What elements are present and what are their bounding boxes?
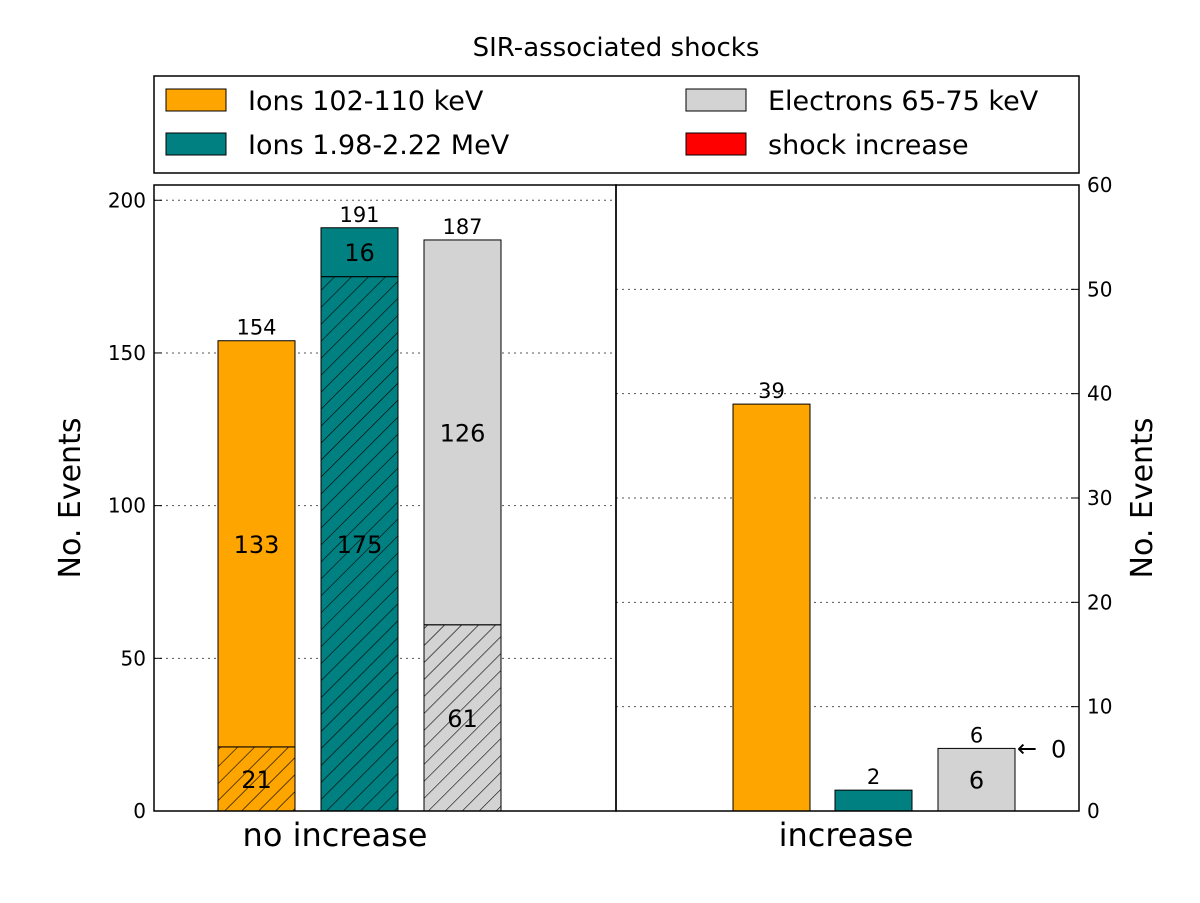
bar-segment [423,239,502,626]
y-tick-label-right: 10 [1087,695,1112,719]
segment-value-label: 133 [234,531,280,559]
left-axis-title: No. Events [53,418,88,579]
legend-label-ions-low: Ions 102-110 keV [248,86,484,117]
bar-total-label: 2 [867,765,880,789]
legend-swatch-ions-low [165,88,227,112]
y-tick-label-left: 0 [133,799,146,823]
y-tick-label-right: 20 [1087,590,1112,614]
y-tick-label-left: 150 [108,341,146,365]
annotation-arrow: ← [1017,734,1037,762]
legend-label-shock-increase: shock increase [768,130,969,161]
bar-segment [834,789,913,812]
segment-value-label: 61 [447,705,478,733]
y-tick-label-right: 50 [1087,277,1112,301]
bar-total-label: 187 [442,215,482,239]
legend: Ions 102-110 keV Ions 1.98-2.22 MeV Elec… [153,75,1080,174]
y-tick-label-left: 100 [108,494,146,518]
y-tick-label-right: 40 [1087,382,1112,406]
segment-value-label: 16 [344,239,375,267]
bar-segment [320,227,399,278]
bar-total-label: 191 [339,203,379,227]
right-axis-title: No. Events [1125,418,1160,579]
legend-swatch-electrons [685,88,747,112]
bar-segment-hatch [217,746,296,812]
y-tick-label-left: 50 [121,646,146,670]
segment-value-label: 175 [337,531,383,559]
legend-swatch-shock-increase [685,132,747,156]
y-tick-label-right: 60 [1087,173,1112,197]
bar-total-label: 39 [758,379,785,403]
category-label-no-increase: no increase [243,816,428,854]
bar-total-label: 6 [970,723,983,747]
bar-total-label: 154 [236,316,276,340]
legend-label-electrons: Electrons 65-75 keV [768,86,1039,117]
chart-title: SIR-associated shocks [473,33,760,63]
y-tick-label-right: 30 [1087,486,1112,510]
bar-segment [217,340,296,748]
annotation-label: 0 [1051,735,1066,763]
segment-value-label: 6 [969,767,984,795]
category-label-increase: increase [779,816,914,854]
segment-value-label: 21 [241,766,272,794]
segment-value-label: 126 [440,419,486,447]
y-tick-label-left: 200 [108,188,146,212]
y-tick-label-right: 0 [1087,799,1100,823]
bar-segment [732,403,811,812]
bar-segment-hatch [423,624,502,812]
right-panel-frame [615,184,1080,812]
legend-label-ions-high: Ions 1.98-2.22 MeV [248,130,510,161]
legend-swatch-ions-high [165,132,227,156]
bar-segment [937,747,1016,812]
